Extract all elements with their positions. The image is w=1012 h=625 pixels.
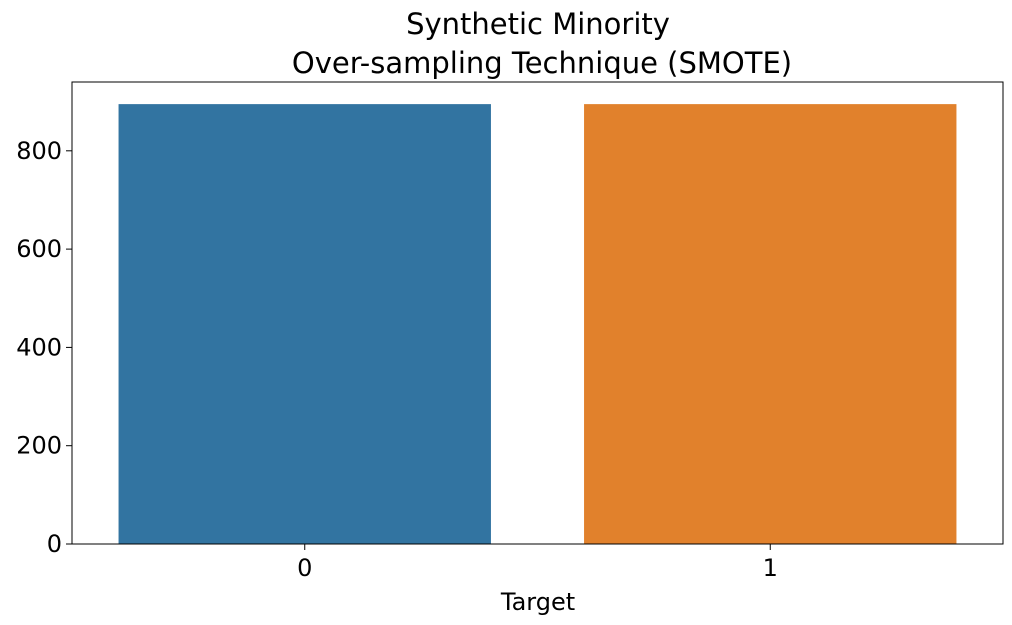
bar-1 [584,104,957,545]
chart-title-line-2: Over-sampling Technique (SMOTE) [292,46,792,80]
y-tick-label-800: 800 [16,137,62,165]
y-tick-label-200: 200 [16,432,62,460]
y-tick-label-600: 600 [16,235,62,263]
bar-0 [118,104,491,545]
plot-frame [71,81,1004,545]
x-axis-label: Target [500,588,575,616]
x-tick-label-0: 0 [297,554,312,582]
y-tick-label-0: 0 [47,530,62,558]
y-axis-ticks: 0 200 400 600 800 [16,137,72,558]
y-tick-label-400: 400 [16,333,62,361]
chart-title-line-1: Synthetic Minority [406,7,670,41]
bars-group [118,104,957,545]
x-tick-label-1: 1 [763,554,778,582]
